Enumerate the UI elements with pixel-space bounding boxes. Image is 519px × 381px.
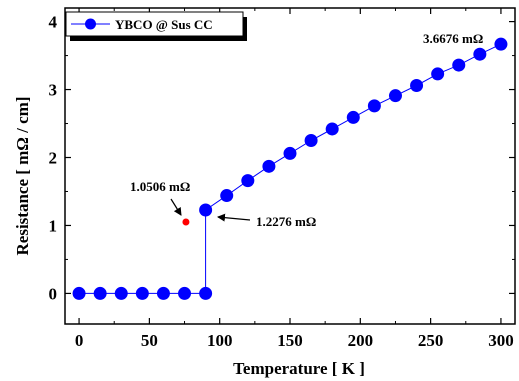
data-point <box>326 122 339 135</box>
axes <box>65 8 515 324</box>
annotation-text: 1.0506 mΩ <box>130 179 190 194</box>
y-tick-label: 3 <box>49 81 58 100</box>
x-tick-label: 150 <box>277 331 303 350</box>
annotations: 1.0506 mΩ 1.2276 mΩ 3.6676 mΩ <box>130 31 483 229</box>
y-axis-label: Resistance [ mΩ / cm] <box>13 96 32 255</box>
x-tick-label: 300 <box>488 331 514 350</box>
data-point <box>262 160 275 173</box>
legend-series-name: YBCO @ Sus CC <box>115 17 213 32</box>
x-axis-label: Temperature [ K ] <box>233 359 365 378</box>
data-point <box>136 287 149 300</box>
tick-marks <box>65 8 515 324</box>
highlight-layer <box>182 219 189 226</box>
data-point <box>452 59 465 72</box>
y-tick-label: 0 <box>49 284 58 303</box>
data-point <box>178 287 191 300</box>
data-point <box>241 174 254 187</box>
legend-marker <box>85 19 96 30</box>
y-tick-label: 4 <box>49 13 58 32</box>
data-point <box>199 287 212 300</box>
x-tick-label: 200 <box>348 331 374 350</box>
data-point <box>94 287 107 300</box>
data-point <box>115 287 128 300</box>
data-point <box>305 134 318 147</box>
data-point <box>431 67 444 80</box>
x-tick-label: 0 <box>75 331 84 350</box>
data-point <box>199 203 212 216</box>
y-tick-labels: 0 1 2 3 4 <box>49 13 58 304</box>
annotation-text: 3.6676 mΩ <box>423 31 483 46</box>
x-tick-label: 50 <box>141 331 158 350</box>
highlight-point <box>182 219 189 226</box>
data-point <box>73 287 86 300</box>
data-point <box>157 287 170 300</box>
legend: YBCO @ Sus CC <box>66 12 247 41</box>
annotation-arrow <box>218 217 250 220</box>
plot-frame <box>65 8 515 324</box>
data-point <box>389 89 402 102</box>
data-point <box>284 147 297 160</box>
data-point <box>220 189 233 202</box>
data-point <box>473 48 486 61</box>
series-layer <box>73 38 508 300</box>
annotation-arrow <box>171 199 181 215</box>
data-point <box>368 99 381 112</box>
series-line <box>79 44 501 293</box>
data-point <box>347 111 360 124</box>
x-tick-label: 100 <box>207 331 233 350</box>
annotation-text: 1.2276 mΩ <box>256 214 316 229</box>
y-tick-label: 2 <box>49 149 58 168</box>
data-point <box>494 38 507 51</box>
y-tick-label: 1 <box>49 216 58 235</box>
x-tick-label: 250 <box>418 331 444 350</box>
data-point <box>410 79 423 92</box>
x-tick-labels: 0 50 100 150 200 250 300 <box>75 331 514 350</box>
